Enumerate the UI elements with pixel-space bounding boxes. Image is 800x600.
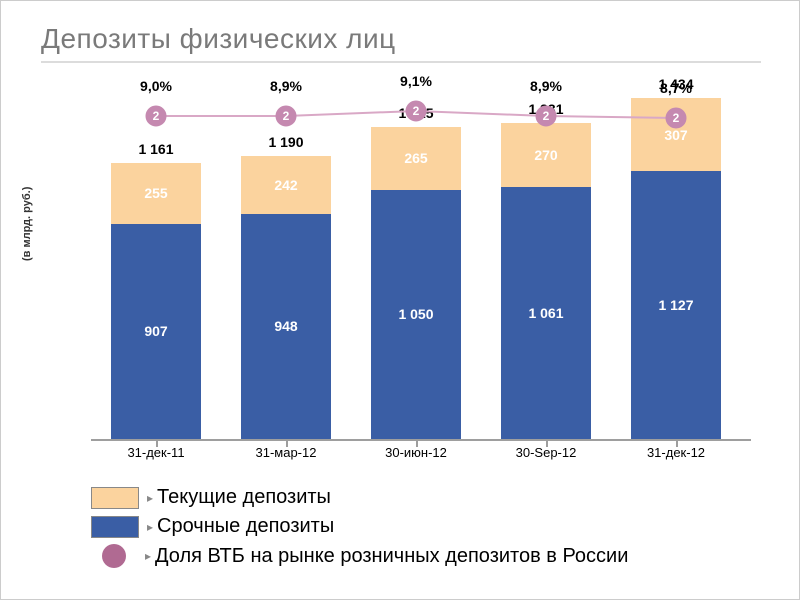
svg-text:2: 2 [543, 109, 550, 123]
x-tick-label: 31-мар-12 [221, 445, 351, 460]
x-tick-mark [416, 441, 418, 447]
swatch-term [91, 516, 139, 538]
x-tick-mark [156, 441, 158, 447]
x-tick-label: 30-июн-12 [351, 445, 481, 460]
plot-area: 9072551 1619482421 1901 0502651 3151 061… [91, 61, 751, 441]
legend-item-share: ▸ Доля ВТБ на рынке розничных депозитов … [91, 544, 628, 568]
x-tick-mark [676, 441, 678, 447]
deposits-chart: (в млрд. руб.) 9072551 1619482421 1901 0… [61, 61, 761, 461]
bullet-icon: ▸ [147, 491, 153, 505]
bullet-icon: ▸ [147, 520, 153, 534]
svg-text:2: 2 [673, 111, 680, 125]
x-tick-label: 30-Sep-12 [481, 445, 611, 460]
x-tick-mark [546, 441, 548, 447]
svg-text:2: 2 [153, 109, 160, 123]
percent-label: 8,9% [241, 78, 331, 94]
x-tick-mark [286, 441, 288, 447]
legend-label: Срочные депозиты [157, 515, 334, 538]
legend-label: Доля ВТБ на рынке розничных депозитов в … [155, 545, 628, 568]
percent-label: 9,1% [371, 73, 461, 89]
swatch-share [102, 544, 126, 568]
bullet-icon: ▸ [145, 549, 151, 563]
swatch-current [91, 487, 139, 509]
x-tick-label: 31-дек-12 [611, 445, 741, 460]
x-tick-label: 31-дек-11 [91, 445, 221, 460]
line-layer: 2 2 2 2 2 [91, 61, 751, 441]
y-axis-label: (в млрд. руб.) [21, 187, 33, 261]
svg-text:2: 2 [413, 104, 420, 118]
legend-label: Текущие депозиты [157, 486, 331, 509]
legend-item-current: ▸ Текущие депозиты [91, 486, 628, 509]
svg-text:2: 2 [283, 109, 290, 123]
percent-label: 9,0% [111, 78, 201, 94]
page-title: Депозиты физических лиц [41, 23, 396, 55]
percent-label: 8,9% [501, 78, 591, 94]
legend: ▸ Текущие депозиты ▸ Срочные депозиты ▸ … [91, 486, 628, 574]
percent-label: 8,7% [631, 80, 721, 96]
legend-item-term: ▸ Срочные депозиты [91, 515, 628, 538]
slide: Депозиты физических лиц (в млрд. руб.) 9… [0, 0, 800, 600]
